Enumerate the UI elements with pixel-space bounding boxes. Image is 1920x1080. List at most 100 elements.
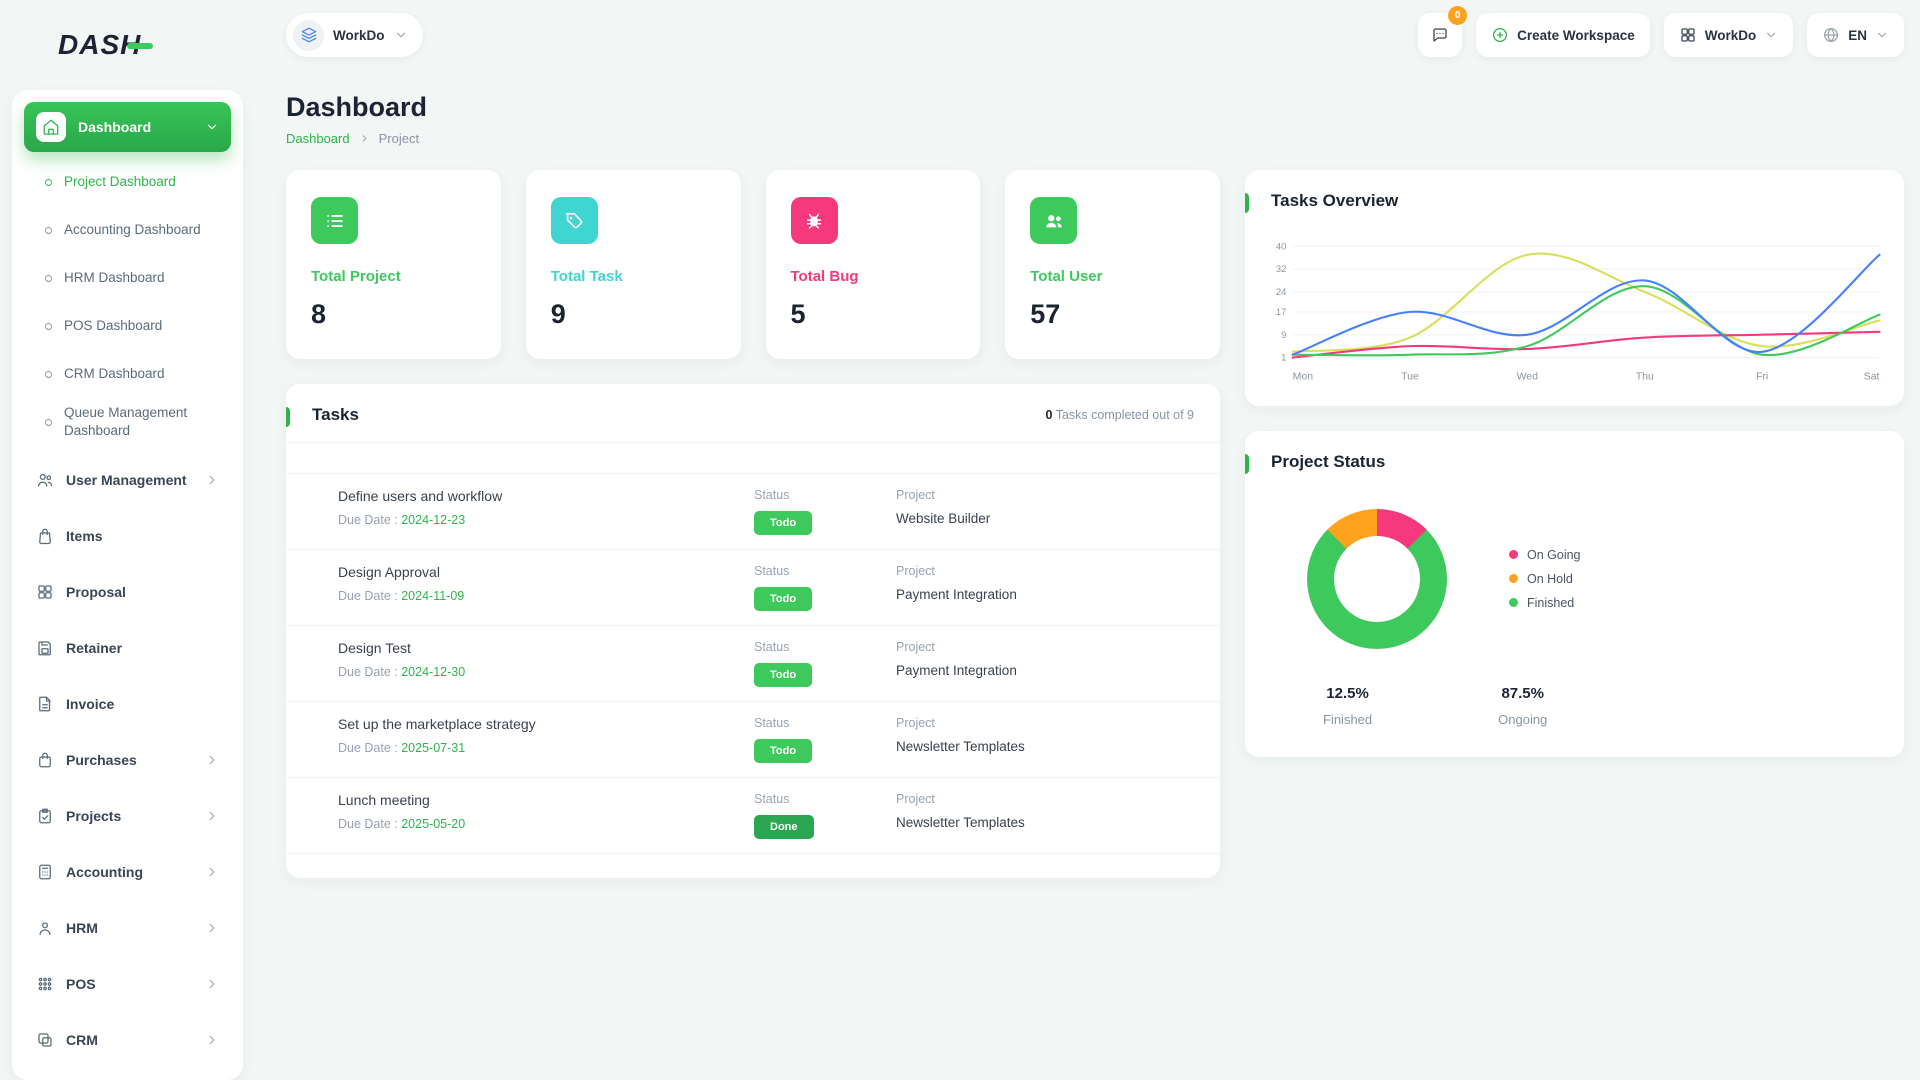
status-column-label: Status (754, 488, 790, 502)
svg-text:Sat: Sat (1864, 370, 1880, 382)
legend-item-finished: Finished (1509, 596, 1581, 610)
task-due-label: Due Date : (338, 589, 402, 603)
circle-icon (45, 178, 52, 186)
sidebar-subitem-accounting-dashboard[interactable]: Accounting Dashboard (36, 206, 231, 254)
task-name: Design Test (338, 640, 411, 656)
main-area: WorkDo 0 Create Workspace WorkDo (255, 0, 1920, 1080)
sidebar-item-accounting[interactable]: Accounting (24, 844, 231, 900)
sidebar-item-crm[interactable]: CRM (24, 1012, 231, 1068)
globe-icon (1822, 26, 1840, 44)
brand-logo-text: DASH (58, 29, 142, 60)
sidebar-item-invoice[interactable]: Invoice (24, 676, 231, 732)
brand-logo-accent (127, 43, 154, 49)
chevron-down-icon (205, 120, 219, 134)
tasks-title: Tasks (312, 405, 359, 424)
project-column-label: Project (896, 792, 935, 806)
list-check-icon (311, 197, 358, 244)
stat-label: Total Task (550, 268, 623, 285)
project-column-label: Project (896, 640, 935, 654)
topbar-actions: 0 Create Workspace WorkDo EN (1418, 6, 1904, 57)
stat-card-total-project: Total Project 8 (286, 170, 501, 359)
svg-text:Mon: Mon (1293, 370, 1314, 382)
sidebar-item-hrm[interactable]: HRM (24, 900, 231, 956)
task-row: Lunch meeting Due Date : 2025-05-20 Stat… (286, 778, 1220, 854)
task-status-badge: Todo (754, 663, 813, 687)
svg-text:17: 17 (1276, 307, 1287, 318)
task-row: Design Test Due Date : 2024-12-30 Status… (286, 626, 1220, 702)
grid-icon (1679, 26, 1697, 44)
sidebar-item-label: Dashboard (78, 119, 152, 135)
breadcrumb-current: Project (378, 131, 420, 146)
sidebar-item-label: Retainer (66, 640, 123, 656)
sidebar-item-retainer[interactable]: Retainer (24, 620, 231, 676)
dots-grid-icon (38, 977, 52, 991)
sidebar-nav: Dashboard Project Dashboard Accounting D… (12, 90, 243, 1080)
task-status-badge: Done (754, 815, 814, 839)
stat-label: Total User (1030, 268, 1103, 285)
circle-icon (45, 370, 52, 378)
finished-stat: 12.5% Finished (1323, 685, 1372, 727)
sidebar-item-user-management[interactable]: User Management (24, 452, 231, 508)
chat-icon (1433, 28, 1447, 42)
subitem-label: Accounting Dashboard (64, 222, 201, 238)
svg-text:Thu: Thu (1636, 370, 1654, 382)
topbar: WorkDo 0 Create Workspace WorkDo (286, 0, 1904, 90)
stat-label: Total Bug (790, 268, 859, 285)
subitem-label: Queue Management Dashboard (64, 405, 188, 438)
language-selector[interactable]: EN (1807, 13, 1904, 57)
project-status-donut-chart (1307, 508, 1447, 649)
stat-label: Total Project (311, 268, 401, 285)
sidebar-item-proposal[interactable]: Proposal (24, 564, 231, 620)
legend-dot (1509, 574, 1518, 584)
sidebar-item-label: Invoice (66, 696, 115, 712)
stat-value: 57 (1030, 299, 1061, 329)
account-menu-button[interactable]: WorkDo (1663, 13, 1794, 57)
sidebar-subitem-hrm-dashboard[interactable]: HRM Dashboard (36, 254, 231, 302)
brand-logo[interactable]: DASH (12, 0, 243, 90)
tasks-card: Tasks 0 Tasks completed out of 9 Define … (286, 384, 1220, 878)
task-due-date: 2024-12-30 (401, 665, 466, 679)
svg-text:32: 32 (1276, 264, 1287, 275)
circle-icon (45, 274, 52, 282)
sidebar-subitem-crm-dashboard[interactable]: CRM Dashboard (36, 350, 231, 398)
donut-hole (1334, 535, 1420, 622)
task-project-name: Newsletter Templates (896, 739, 1025, 754)
project-column-label: Project (896, 564, 935, 578)
task-due-label: Due Date : (338, 665, 402, 679)
create-workspace-button[interactable]: Create Workspace (1476, 13, 1650, 57)
calculator-icon (39, 864, 51, 880)
sidebar-item-dashboard[interactable]: Dashboard (24, 102, 231, 152)
sidebar-subitem-project-dashboard[interactable]: Project Dashboard (36, 158, 231, 206)
sidebar-item-label: Accounting (66, 864, 143, 880)
sidebar-subitem-queue-management-dashboard[interactable]: Queue Management Dashboard (36, 398, 231, 446)
sidebar-subitem-pos-dashboard[interactable]: POS Dashboard (36, 302, 231, 350)
workspace-switcher[interactable]: WorkDo (286, 13, 423, 57)
sidebar-item-label: Purchases (66, 752, 137, 768)
cart-icon (39, 752, 51, 768)
tag-icon (550, 197, 598, 244)
right-column: Tasks Overview 1 9 17 24 32 40 Mon Tue Wed Thu Fri… (1245, 170, 1904, 757)
workspace-name: WorkDo (333, 27, 385, 43)
task-project-name: Website Builder (896, 511, 991, 526)
legend-item-on-going: On Going (1509, 548, 1581, 562)
subitem-label: CRM Dashboard (64, 366, 165, 382)
account-name: WorkDo (1704, 27, 1757, 43)
left-column: Total Project 8 Total Task 9 (286, 170, 1220, 878)
sidebar-item-projects[interactable]: Projects (24, 788, 231, 844)
sidebar-item-purchases[interactable]: Purchases (24, 732, 231, 788)
sidebar-item-label: POS (66, 976, 96, 992)
legend-label: On Going (1527, 547, 1581, 562)
messages-button[interactable]: 0 (1418, 6, 1468, 57)
sidebar-item-label: User Management (66, 472, 187, 488)
circle-icon (45, 322, 52, 330)
sidebar-item-label: CRM (66, 1032, 98, 1048)
sidebar-item-items[interactable]: Items (24, 508, 231, 564)
page-title: Dashboard (286, 92, 428, 122)
sidebar-item-label: Proposal (66, 584, 126, 600)
svg-text:Wed: Wed (1517, 370, 1539, 382)
sidebar-item-pos[interactable]: POS (24, 956, 231, 1012)
breadcrumb-dashboard-link[interactable]: Dashboard (286, 131, 350, 146)
home-icon (36, 112, 66, 142)
legend-label: On Hold (1527, 571, 1573, 586)
